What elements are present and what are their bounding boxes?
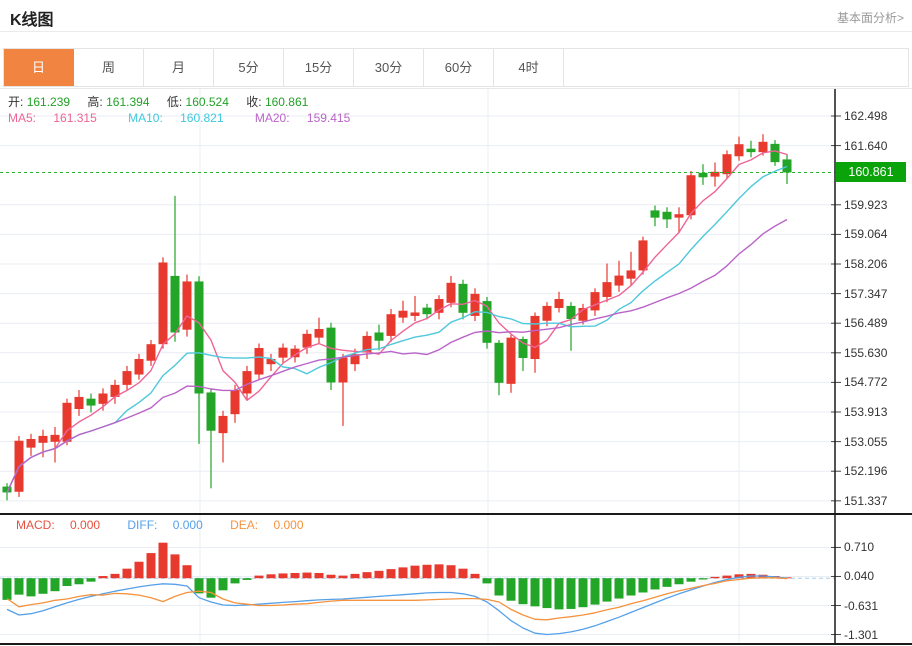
macd-value: MACD: 0.000	[16, 518, 101, 532]
close-label: 收:	[246, 95, 262, 109]
high-value: 161.394	[106, 95, 150, 109]
macd-histogram-layer	[2, 542, 792, 610]
y-axis-tick-label: 152.196	[844, 464, 888, 479]
y-axis-tick-label: 157.347	[844, 286, 888, 301]
low-label: 低:	[166, 95, 183, 109]
fundamental-analysis-link[interactable]: 基本面分析>	[836, 11, 904, 25]
y-axis-tick-label: -0.631	[844, 598, 879, 613]
tab-30min[interactable]: 30分	[354, 49, 424, 86]
candles-layer	[2, 134, 792, 501]
ma20-legend: MA20: 159.415	[254, 111, 351, 125]
low-value: 160.524	[185, 95, 229, 109]
open-label: 开:	[8, 95, 24, 109]
y-axis-tick-label: 0.710	[844, 540, 875, 555]
timeframe-tabs: 日 周 月 5分 15分 30分 60分 4时	[3, 48, 909, 87]
ma5-line	[6, 150, 788, 493]
tab-5min[interactable]: 5分	[214, 49, 284, 86]
open-value: 161.239	[26, 95, 71, 109]
ma5-legend: MA5: 161.315	[8, 111, 97, 125]
kline-chart-canvas[interactable]	[0, 89, 912, 646]
y-axis-tick-label: 0.040	[844, 569, 875, 584]
y-axis-tick-label: 153.913	[844, 405, 888, 419]
y-axis-tick-label: 155.630	[844, 345, 888, 360]
diff-line	[6, 575, 788, 636]
ma20-line	[6, 218, 788, 493]
close-value: 160.861	[264, 95, 309, 109]
y-axis-tick-label: 153.055	[844, 434, 888, 449]
y-axis-tick-label: 156.489	[844, 316, 888, 331]
ohlc-legend: 开: 161.239 高: 161.394 低: 160.524 收: 160.…	[8, 93, 322, 110]
ma10-legend: MA10: 160.821	[128, 111, 224, 125]
tab-week[interactable]: 周	[74, 49, 144, 86]
y-axis-tick-label: 162.498	[844, 109, 888, 123]
ma10-line	[6, 165, 788, 493]
tab-day[interactable]: 日	[4, 49, 74, 86]
y-axis-tick-label: 154.772	[844, 375, 888, 390]
dea-line	[6, 577, 788, 621]
y-axis-tick-label: 161.640	[844, 138, 888, 153]
y-axis-tick-label: 159.064	[844, 227, 888, 242]
y-axis-tick-label: 159.923	[844, 197, 888, 212]
chart-area: 开: 161.239 高: 161.394 低: 160.524 收: 160.…	[0, 88, 912, 646]
page-title: K线图	[10, 12, 54, 29]
tab-month[interactable]: 月	[144, 49, 214, 86]
tabs-filler	[564, 49, 908, 86]
diff-value: DIFF: 0.000	[127, 518, 203, 532]
dea-value: DEA: 0.000	[230, 518, 304, 532]
tab-4hour[interactable]: 4时	[494, 49, 564, 86]
tab-15min[interactable]: 15分	[284, 49, 354, 86]
y-axis-tick-label: 151.337	[844, 493, 888, 508]
y-axis-tick-label: -1.301	[844, 627, 879, 642]
tab-60min[interactable]: 60分	[424, 49, 494, 86]
ma-legend: MA5: 161.315 MA10: 160.821 MA20: 159.415	[8, 111, 378, 125]
y-axis-tick-label: 158.206	[844, 256, 888, 271]
macd-legend: MACD: 0.000 DIFF: 0.000 DEA: 0.000	[16, 518, 328, 532]
header-divider	[0, 31, 912, 32]
current-price-tag: 160.861	[836, 162, 906, 183]
high-label: 高:	[87, 95, 103, 109]
